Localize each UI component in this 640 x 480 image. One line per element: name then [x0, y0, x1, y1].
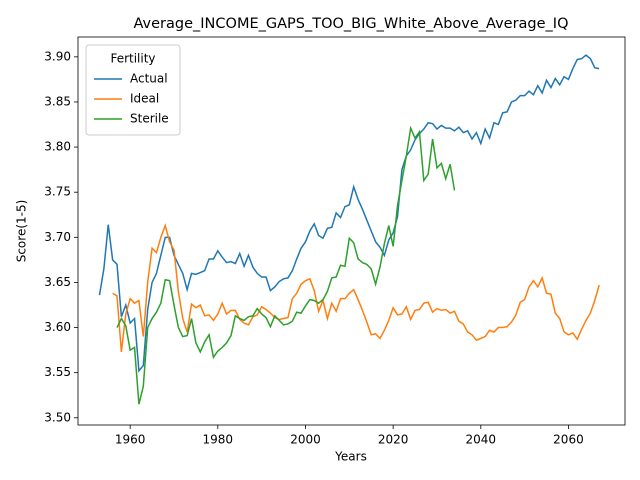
y-tick-label: 3.60 [44, 320, 71, 334]
legend-label: Ideal [130, 92, 159, 106]
y-tick-label: 3.75 [44, 185, 71, 199]
chart-title: Average_INCOME_GAPS_TOO_BIG_White_Above_… [133, 16, 568, 32]
x-tick-label: 2060 [553, 433, 584, 447]
x-tick-label: 2040 [466, 433, 497, 447]
data-line [112, 223, 600, 352]
data-line [98, 54, 600, 373]
legend: Fertility Actual Ideal Sterile [85, 44, 181, 136]
legend-label: Actual [130, 72, 168, 86]
y-tick-label: 3.55 [44, 365, 71, 379]
x-axis-label: Years [334, 450, 367, 464]
y-tick-label: 3.80 [44, 140, 71, 154]
y-axis-label: Score(1-5) [15, 200, 29, 263]
y-tick-label: 3.70 [44, 230, 71, 244]
x-tick-label: 2020 [378, 433, 409, 447]
legend-label: Sterile [130, 112, 169, 126]
legend-box [85, 44, 181, 136]
y-tick-label: 3.90 [44, 49, 71, 63]
plot-frame [77, 36, 626, 426]
legend-title: Fertility [110, 52, 155, 66]
data-line [116, 125, 456, 405]
x-tick-label: 2000 [290, 433, 321, 447]
y-tick-label: 3.65 [44, 275, 71, 289]
y-tick-label: 3.50 [44, 410, 71, 424]
x-tick-label: 1960 [115, 433, 146, 447]
x-tick-label: 1980 [203, 433, 234, 447]
y-tick-label: 3.85 [44, 94, 71, 108]
